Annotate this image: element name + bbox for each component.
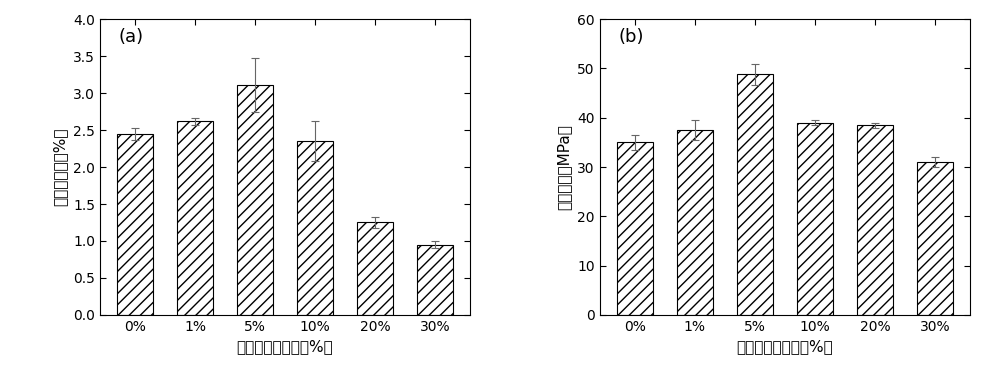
Text: (b): (b) [618,28,644,46]
Bar [177,121,213,315]
Bar [737,74,773,315]
Bar [237,85,273,315]
Bar [417,245,453,315]
Bar [917,162,953,315]
Bar [857,125,893,315]
Bar [617,142,653,315]
X-axis label: 羟基磷灰石含量（%）: 羟基磷灰石含量（%） [737,339,833,354]
Bar [357,222,393,315]
Bar [797,123,833,315]
X-axis label: 羟基磷灰石含量（%）: 羟基磷灰石含量（%） [237,339,333,354]
Bar [297,141,333,315]
Y-axis label: 断裂延伸率（%）: 断裂延伸率（%） [53,128,68,206]
Bar [117,134,153,315]
Y-axis label: 拉伸强度（MPa）: 拉伸强度（MPa） [557,124,572,210]
Text: (a): (a) [119,28,144,46]
Bar [677,130,713,315]
